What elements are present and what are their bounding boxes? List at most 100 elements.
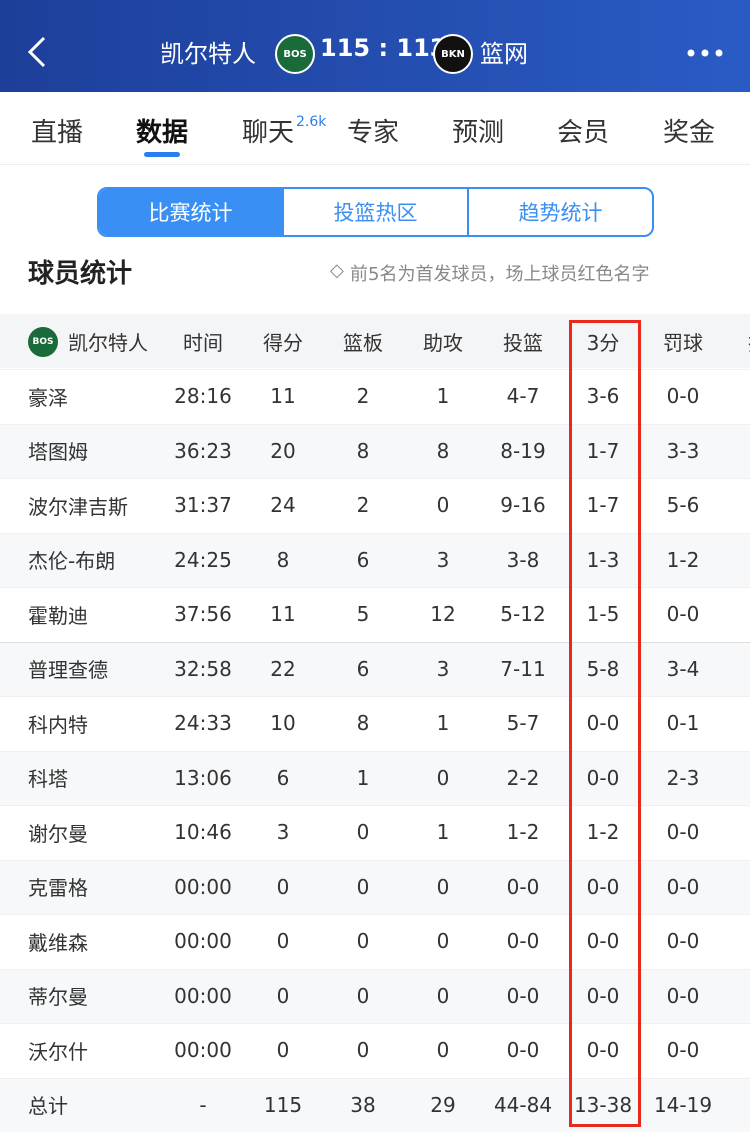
- stat-cell: 0-0: [586, 929, 620, 953]
- row-bg: [0, 369, 750, 424]
- stat-cell: 10: [270, 711, 296, 735]
- stat-cell: 1-7: [586, 493, 620, 517]
- stats-table: BOS凯尔特人时间得分篮板助攻投篮3分罚球抢豪泽28:1611214-73-60…: [0, 314, 750, 1135]
- row-bg: [0, 968, 750, 1023]
- stat-cell: 00:00: [174, 983, 232, 1008]
- stat-cell: 0: [356, 820, 370, 844]
- tab-bar: 直播 数据 聊天 专家 预测 会员 奖金 2.6k: [0, 92, 750, 165]
- player-name: 总计: [28, 1094, 68, 1118]
- stat-cell: 0: [436, 493, 450, 517]
- stat-cell: 12: [430, 602, 456, 626]
- segment[interactable]: 投篮热区: [282, 189, 467, 235]
- row-bg: [0, 1023, 750, 1078]
- stat-cell: 11: [270, 384, 296, 408]
- more-button[interactable]: [686, 48, 726, 58]
- column-header: 时间: [183, 330, 223, 355]
- stat-cell: 8: [356, 438, 370, 463]
- column-header: 篮板: [343, 330, 383, 355]
- stat-cell: 31:37: [174, 493, 232, 517]
- row-bg: [0, 696, 750, 751]
- segmented-control: 比赛统计 投篮热区 趋势统计: [97, 187, 654, 237]
- stat-cell: 1-7: [586, 438, 620, 463]
- stat-cell: 2: [356, 384, 370, 408]
- stat-cell: 0-0: [666, 1038, 700, 1062]
- column-header: 抢: [718, 314, 750, 368]
- stat-cell: 6: [356, 547, 370, 572]
- stat-cell: 0-0: [666, 820, 700, 844]
- row-bg: [0, 423, 750, 478]
- player-name: 霍勒迪: [28, 603, 88, 628]
- highlight-box: [569, 320, 641, 1127]
- stat-cell: 1-5: [586, 602, 620, 626]
- stat-cell: 115: [263, 1092, 303, 1117]
- stat-cell: 44-84: [493, 1092, 553, 1117]
- back-button[interactable]: [24, 36, 48, 68]
- segment[interactable]: 比赛统计: [99, 189, 282, 235]
- player-name: 塔图姆: [28, 440, 88, 464]
- stat-cell: 8: [436, 438, 450, 463]
- stat-cell: 0-0: [666, 983, 700, 1008]
- chat-badge: 2.6k: [296, 114, 327, 130]
- stat-cell: 0-0: [586, 1038, 620, 1062]
- stat-cell: 1: [436, 820, 450, 844]
- tab[interactable]: 直播: [30, 118, 83, 148]
- home-team: 凯尔特人: [160, 40, 256, 68]
- stat-cell: 0: [436, 874, 450, 899]
- column-header: 罚球: [663, 330, 703, 355]
- section-note: 前5名为首发球员，场上球员红色名字: [350, 264, 650, 285]
- stat-cell: 14-19: [653, 1092, 713, 1117]
- stat-cell: 29: [430, 1092, 456, 1117]
- column-header: 3分: [586, 330, 620, 355]
- stat-cell: 8: [356, 711, 370, 735]
- stat-cell: 1-2: [586, 820, 620, 844]
- row-bg: [0, 478, 750, 533]
- stat-cell: 5: [356, 602, 370, 626]
- stat-cell: 00:00: [174, 1038, 232, 1062]
- stat-cell: 22: [270, 656, 296, 681]
- tab[interactable]: 专家: [346, 118, 399, 148]
- team-logo: BOS: [28, 327, 58, 357]
- tab[interactable]: 会员: [556, 118, 609, 148]
- row-bg: [0, 914, 750, 969]
- stat-cell: 32:58: [174, 656, 232, 681]
- stat-cell: 6: [356, 656, 370, 681]
- stat-cell: 8: [276, 547, 290, 572]
- stat-cell: 0: [436, 983, 450, 1008]
- tab[interactable]: 奖金: [662, 118, 715, 148]
- stat-cell: 0: [356, 1038, 370, 1062]
- stat-cell: 0-1: [666, 711, 700, 735]
- home-logo: BOS: [275, 34, 315, 74]
- stat-cell: 0: [276, 983, 290, 1008]
- row-bg: [0, 532, 750, 587]
- stat-cell: 0-0: [586, 711, 620, 735]
- stat-cell: 0-0: [666, 929, 700, 953]
- stat-cell: 0-0: [586, 874, 620, 899]
- away-logo: BKN: [433, 34, 473, 74]
- player-name: 波尔津吉斯: [28, 494, 128, 519]
- stat-cell: 13:06: [174, 765, 232, 790]
- stat-cell: 2: [356, 493, 370, 517]
- row-bg: [0, 750, 750, 805]
- stat-cell: 9-16: [500, 493, 546, 517]
- segment[interactable]: 趋势统计: [467, 189, 652, 235]
- player-name: 戴维森: [28, 930, 88, 955]
- stat-cell: 6: [276, 765, 290, 790]
- tab[interactable]: 数据: [135, 118, 188, 148]
- column-header: 投篮: [503, 330, 543, 355]
- stat-cell: 1-2: [666, 547, 700, 572]
- player-name: 普理查德: [28, 658, 108, 682]
- stat-cell: 24:33: [174, 711, 232, 735]
- header-row-bg: [0, 314, 750, 368]
- stat-cell: 38: [350, 1092, 376, 1117]
- row-bg: [0, 805, 750, 860]
- stat-cell: 10:46: [174, 820, 232, 844]
- stat-cell: 1-2: [506, 820, 540, 844]
- stat-cell: 37:56: [174, 602, 232, 626]
- stat-cell: 2-3: [666, 765, 700, 790]
- tab[interactable]: 聊天: [241, 118, 294, 148]
- stat-cell: 3: [436, 656, 450, 681]
- stat-cell: 0-0: [506, 874, 540, 899]
- tab[interactable]: 预测: [451, 118, 504, 148]
- stat-cell: 0-0: [506, 929, 540, 953]
